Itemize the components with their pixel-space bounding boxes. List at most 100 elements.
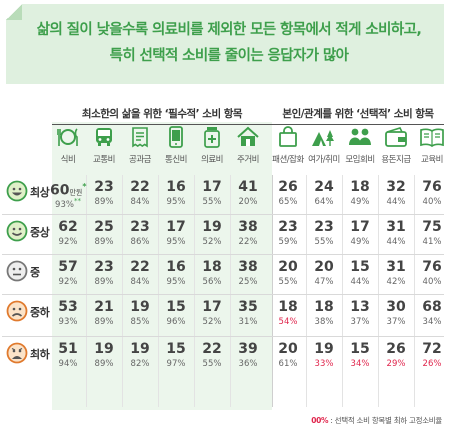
table-cell: 22 84% xyxy=(122,178,158,207)
table-cell: 60만원* 93%** xyxy=(50,178,87,210)
table-cell: 76 40% xyxy=(414,258,450,287)
cell-percent: 44% xyxy=(386,237,406,247)
cell-percent: 84% xyxy=(130,197,150,207)
cell-percent: 61% xyxy=(278,359,298,369)
table-cell: 51 94% xyxy=(50,340,86,369)
essential-column-highlight xyxy=(52,122,272,410)
cell-percent: 59% xyxy=(278,237,298,247)
table-cell: 26 29% xyxy=(378,340,414,369)
table-cell: 38 25% xyxy=(230,258,266,287)
cell-percent: 89% xyxy=(94,237,114,247)
cell-value: 16 xyxy=(166,179,186,195)
cell-value: 17 xyxy=(202,299,222,315)
row-separator xyxy=(2,294,444,295)
table-cell: 23 86% xyxy=(122,218,158,247)
cell-percent: 37% xyxy=(350,317,370,327)
cell-value: 57 xyxy=(58,259,78,275)
column-label: 식비 xyxy=(60,155,76,165)
cell-percent: 34% xyxy=(422,317,442,327)
footnote: 00% : 선택적 소비 항목별 최하 고정소비율 xyxy=(311,415,442,426)
table-cell: 15 44% xyxy=(342,258,378,287)
cell-value: 38 xyxy=(238,219,258,235)
table-cell: 26 65% xyxy=(270,178,306,207)
table-cell: 23 55% xyxy=(306,218,342,247)
table-cell: 22 55% xyxy=(194,340,230,369)
row-name: 최상 xyxy=(30,186,50,199)
column-label: 교통비 xyxy=(93,155,115,165)
column-label: 모임회비 xyxy=(345,155,375,165)
column-label: 용돈지급 xyxy=(381,155,411,165)
table-cell: 17 52% xyxy=(194,298,230,327)
table-cell: 31 42% xyxy=(378,258,414,287)
column-header-2: 공과금 xyxy=(122,126,158,165)
column-header-7: 여가/취미 xyxy=(306,126,342,165)
cell-percent: 52% xyxy=(202,237,222,247)
cell-value: 38 xyxy=(238,259,258,275)
cell-percent: 65% xyxy=(278,197,298,207)
column-header-6: 패션/잡화 xyxy=(270,126,306,165)
headline-line-1: 삶의 질이 낮을수록 의료비를 제외한 모든 항목에서 적게 소비하고, xyxy=(36,22,422,38)
table-cell: 32 44% xyxy=(378,178,414,207)
cell-value: 20 xyxy=(278,341,298,357)
phone-icon xyxy=(158,126,194,148)
cell-percent: 55% xyxy=(278,277,298,287)
cell-percent: 94% xyxy=(58,359,78,369)
sad-face-icon xyxy=(6,300,28,322)
row-label-3: 중하 xyxy=(2,292,52,332)
row-label-1: 중상 xyxy=(2,212,52,252)
cell-percent: 56% xyxy=(202,277,222,287)
bus-icon xyxy=(86,126,122,148)
cell-percent: 92% xyxy=(58,237,78,247)
table-cell: 76 40% xyxy=(414,178,450,207)
footnote-text: : 선택적 소비 항목별 최하 고정소비율 xyxy=(328,416,442,425)
row-label-2: 중 xyxy=(2,252,52,292)
row-label-4: 최하 xyxy=(2,334,52,374)
cell-percent: 85% xyxy=(130,317,150,327)
cell-value: 51 xyxy=(58,341,78,357)
cell-percent: 92% xyxy=(58,277,78,287)
value-footnote-marker: * xyxy=(82,182,87,191)
cell-percent: 97% xyxy=(166,359,186,369)
table-cell: 15 97% xyxy=(158,340,194,369)
medicine-icon xyxy=(194,126,230,148)
table-cell: 23 89% xyxy=(86,178,122,207)
column-divider xyxy=(158,175,159,407)
cell-percent: 20% xyxy=(238,197,258,207)
column-divider xyxy=(306,175,307,407)
cell-value: 19 xyxy=(94,341,114,357)
column-label: 패션/잡화 xyxy=(272,155,304,165)
cell-percent: 49% xyxy=(350,197,370,207)
cell-value: 19 xyxy=(202,219,222,235)
table-cell: 18 56% xyxy=(194,258,230,287)
cell-percent: 95% xyxy=(166,237,186,247)
cell-value: 15 xyxy=(166,299,186,315)
cell-percent: 95% xyxy=(166,277,186,287)
table-cell: 41 20% xyxy=(230,178,266,207)
cell-value: 25 xyxy=(94,219,114,235)
row-separator xyxy=(2,214,444,215)
cell-percent: 89% xyxy=(94,197,114,207)
very-happy-face-icon xyxy=(6,180,28,202)
essential-group-header: 최소한의 삶을 위한 ‘필수적’ 소비 항목 xyxy=(52,106,272,125)
cell-percent: 84% xyxy=(130,277,150,287)
table-cell: 15 34% xyxy=(342,340,378,369)
table-cell: 19 33% xyxy=(306,340,342,369)
headline-line-2: 특히 선택적 소비를 줄이는 응답자가 많아 xyxy=(109,48,349,64)
table-cell: 21 89% xyxy=(86,298,122,327)
cell-value: 35 xyxy=(238,299,258,315)
cell-value: 15 xyxy=(350,259,370,275)
cell-percent: 55% xyxy=(202,359,222,369)
cell-value: 31 xyxy=(386,219,406,235)
table-cell: 31 44% xyxy=(378,218,414,247)
table-cell: 19 82% xyxy=(122,340,158,369)
column-header-10: 교육비 xyxy=(414,126,450,165)
column-divider xyxy=(342,175,343,407)
table-cell: 62 92% xyxy=(50,218,86,247)
cell-percent: 64% xyxy=(314,197,334,207)
cell-value: 76 xyxy=(422,179,442,195)
cell-value: 39 xyxy=(238,341,258,357)
cell-value: 30 xyxy=(386,299,406,315)
cell-value: 23 xyxy=(314,219,334,235)
cell-value: 26 xyxy=(386,341,406,357)
column-header-4: 의료비 xyxy=(194,126,230,165)
